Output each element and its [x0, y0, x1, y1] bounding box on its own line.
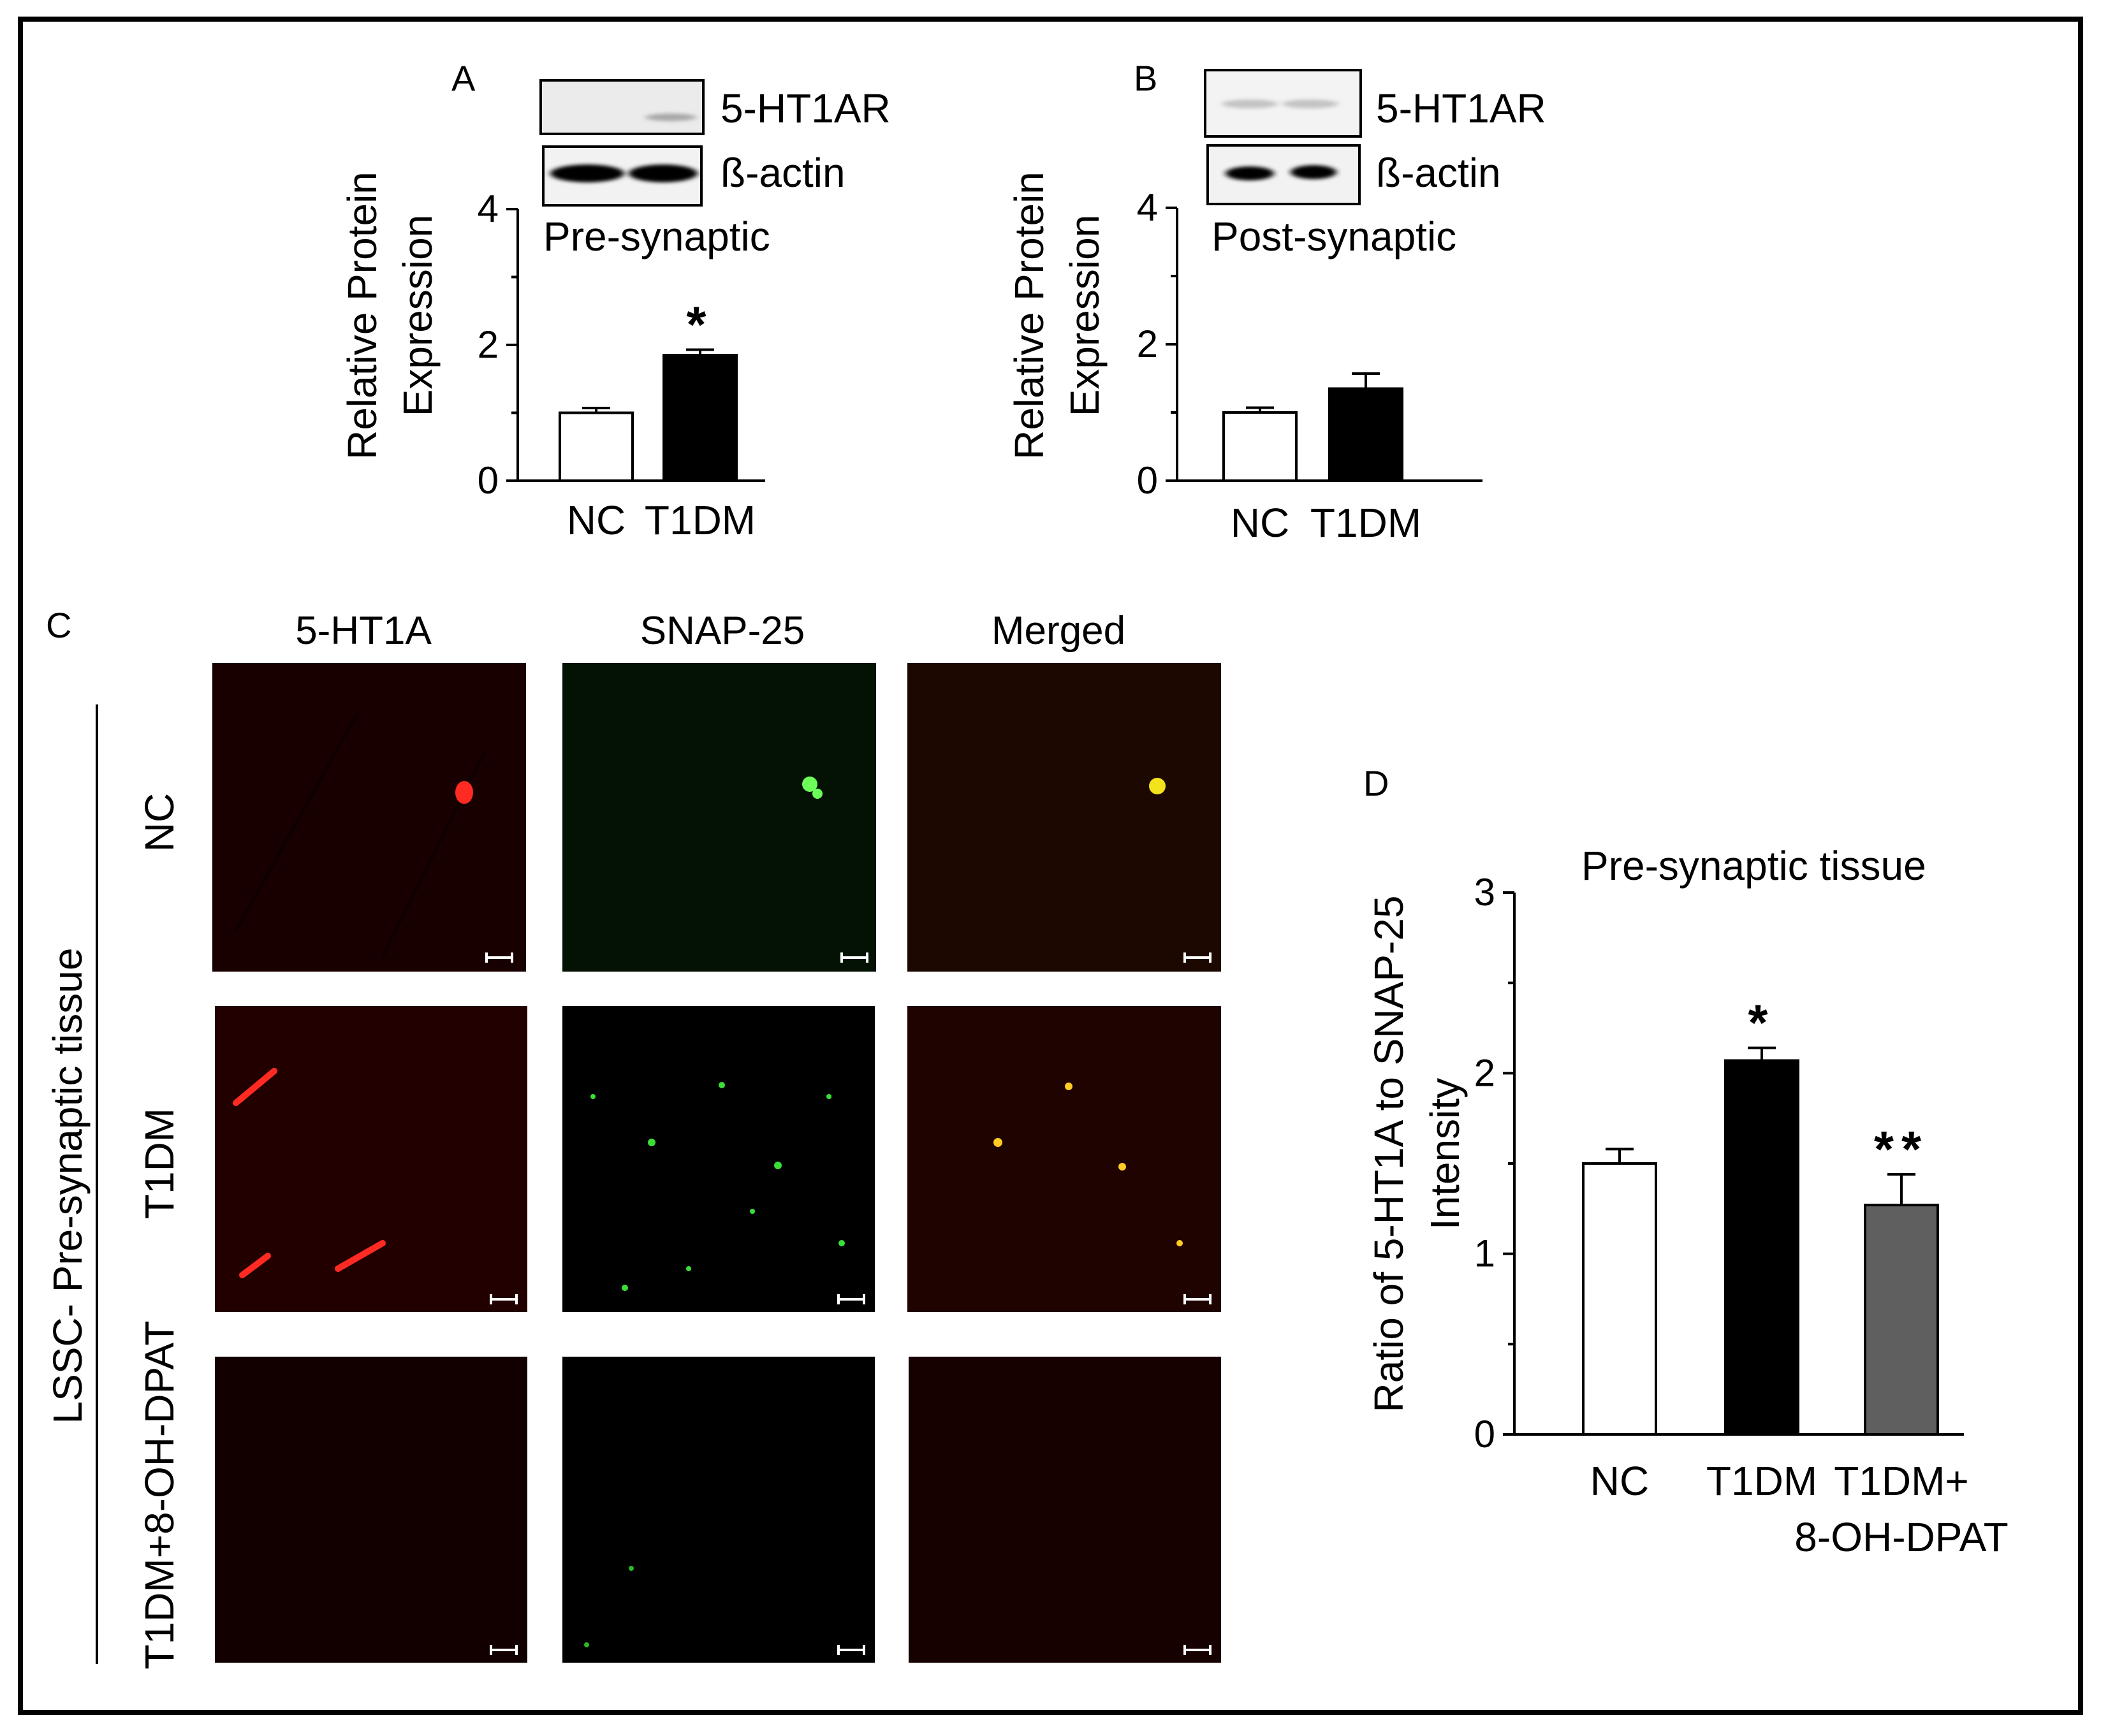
panel-d-bar-1	[1724, 1059, 1799, 1436]
panel-a-actin-band-t1dm	[629, 164, 698, 182]
micrograph-nc-merged	[907, 663, 1221, 972]
panel-b-blot-label-actin: ß-actin	[1376, 150, 1501, 196]
panel-b-bar-0	[1222, 411, 1298, 482]
panel-a-y-tick-label: 0	[478, 459, 499, 502]
panel-a-letter: A	[451, 58, 476, 98]
panel-a-ylabel: Relative Protein Expression	[339, 171, 441, 460]
panel-c-column-5ht1a: 5-HT1A	[295, 609, 432, 653]
panel-d-ylabel-line2: Intensity	[1422, 1078, 1468, 1230]
micrograph-t1dm-5ht1a	[215, 1006, 527, 1312]
micrograph-nc-5ht1a	[212, 663, 526, 972]
panel-a-actin-band-nc	[550, 164, 624, 182]
panel-b-y-tick-label: 0	[1137, 459, 1158, 502]
panel-b-actin-band-t1dm	[1291, 165, 1336, 179]
panel-b-ylabel-line2: Expression	[1062, 215, 1108, 417]
panel-c-row-t1dm: T1DM	[136, 1108, 182, 1219]
panel-c-column-merged: Merged	[992, 609, 1125, 653]
panel-a-ylabel-line1: Relative Protein	[339, 171, 385, 460]
panel-a-y-tick-label: 4	[478, 187, 499, 230]
panel-b-chart: 0 2 4 NC T1DM	[1137, 186, 1482, 546]
panel-a-5ht1ar-band	[645, 113, 696, 121]
panel-d-significance: **	[1874, 1121, 1929, 1178]
panel-c-row-nc: NC	[136, 793, 182, 852]
panel-a: A 5-HT1AR ß-actin Pre-synaptic Relative …	[339, 58, 891, 543]
panel-b-letter: B	[1134, 58, 1157, 98]
panel-d-category-label: NC	[1590, 1458, 1649, 1504]
panel-d-y-tick-label: 1	[1474, 1232, 1495, 1275]
micrograph-t1dm-merged	[907, 1006, 1221, 1312]
panel-c-letter: C	[46, 605, 71, 645]
panel-d-significance: *	[1748, 995, 1775, 1051]
panel-d-category-label: T1DM	[1706, 1458, 1817, 1504]
panel-a-bar-1	[663, 353, 738, 482]
panel-b-5ht1ar-band-nc	[1222, 99, 1278, 108]
panel-d-ylabel: Ratio of 5-HT1A to SNAP-25 Intensity	[1366, 895, 1468, 1412]
micrograph-dpat-merged	[909, 1357, 1221, 1663]
panel-b-y-tick-label: 2	[1137, 323, 1158, 365]
panel-d: D Pre-synaptic tissue Ratio of 5-HT1A to…	[1363, 763, 2009, 1560]
panel-b-y-tick-label: 4	[1137, 186, 1158, 229]
panel-d-y-tick-label: 2	[1474, 1051, 1495, 1094]
panel-b-ylabel: Relative Protein Expression	[1006, 171, 1108, 460]
panel-d-ylabel-line1: Ratio of 5-HT1A to SNAP-25	[1366, 895, 1412, 1412]
panel-a-blot-label-5ht1ar: 5-HT1AR	[721, 85, 891, 131]
panel-a-5ht1ar-blot	[539, 79, 705, 135]
panel-d-chart: 0 1 2 3 NC * T1DM ** T1DM+ 8-OH-DPAT	[1474, 871, 2009, 1560]
panel-b-5ht1ar-band-t1dm	[1282, 99, 1338, 108]
panel-d-y-tick-label: 0	[1474, 1413, 1495, 1455]
panel-c-side-label: LSSC- Pre-synaptic tissue	[45, 948, 91, 1424]
panel-b-ylabel-line1: Relative Protein	[1006, 171, 1052, 460]
panel-a-significance: *	[686, 296, 714, 353]
panel-b-category-label: NC	[1231, 500, 1289, 546]
panel-b-bar-1	[1328, 387, 1403, 482]
panel-a-y-tick-label: 2	[478, 323, 499, 366]
panel-a-ylabel-line2: Expression	[395, 215, 441, 417]
panel-a-blots: 5-HT1AR ß-actin	[539, 79, 891, 207]
panel-a-chart: 0 2 4 NC * T1DM	[478, 187, 765, 543]
micrograph-t1dm-snap25	[562, 1006, 875, 1312]
panel-c: C 5-HT1A SNAP-25 Merged LSSC- Pre-synapt…	[45, 605, 1221, 1670]
panel-d-letter: D	[1363, 763, 1389, 803]
panel-b-subtitle: Post-synaptic	[1212, 214, 1456, 259]
panel-b: B 5-HT1AR ß-actin Post-synaptic Relative…	[1006, 58, 1546, 546]
panel-a-category-label: T1DM	[645, 497, 756, 543]
panel-a-category-label: NC	[567, 497, 626, 543]
panel-c-row-t1dm-dpat: T1DM+8-OH-DPAT	[136, 1321, 182, 1670]
panel-b-blot-label-5ht1ar: 5-HT1AR	[1376, 85, 1546, 131]
micrograph-dpat-snap25	[562, 1357, 875, 1663]
panel-b-category-label: T1DM	[1310, 500, 1421, 546]
panel-a-blot-label-actin: ß-actin	[721, 150, 846, 196]
panel-d-category-label: T1DM+	[1834, 1458, 1969, 1504]
panel-c-column-snap25: SNAP-25	[640, 609, 805, 653]
panel-b-blots: 5-HT1AR ß-actin	[1204, 69, 1546, 205]
panel-d-title: Pre-synaptic tissue	[1581, 843, 1926, 889]
panel-d-category-label: 8-OH-DPAT	[1794, 1514, 2008, 1560]
panel-a-bar-0	[559, 411, 634, 482]
micrograph-nc-snap25	[562, 663, 876, 972]
panel-d-y-tick-label: 3	[1474, 871, 1495, 914]
panel-a-subtitle: Pre-synaptic	[543, 214, 770, 259]
panel-b-actin-band-nc	[1226, 166, 1274, 180]
panel-d-bar-2	[1864, 1204, 1939, 1436]
micrograph-dpat-5ht1a	[215, 1357, 527, 1663]
panel-d-bar-0	[1582, 1162, 1657, 1436]
